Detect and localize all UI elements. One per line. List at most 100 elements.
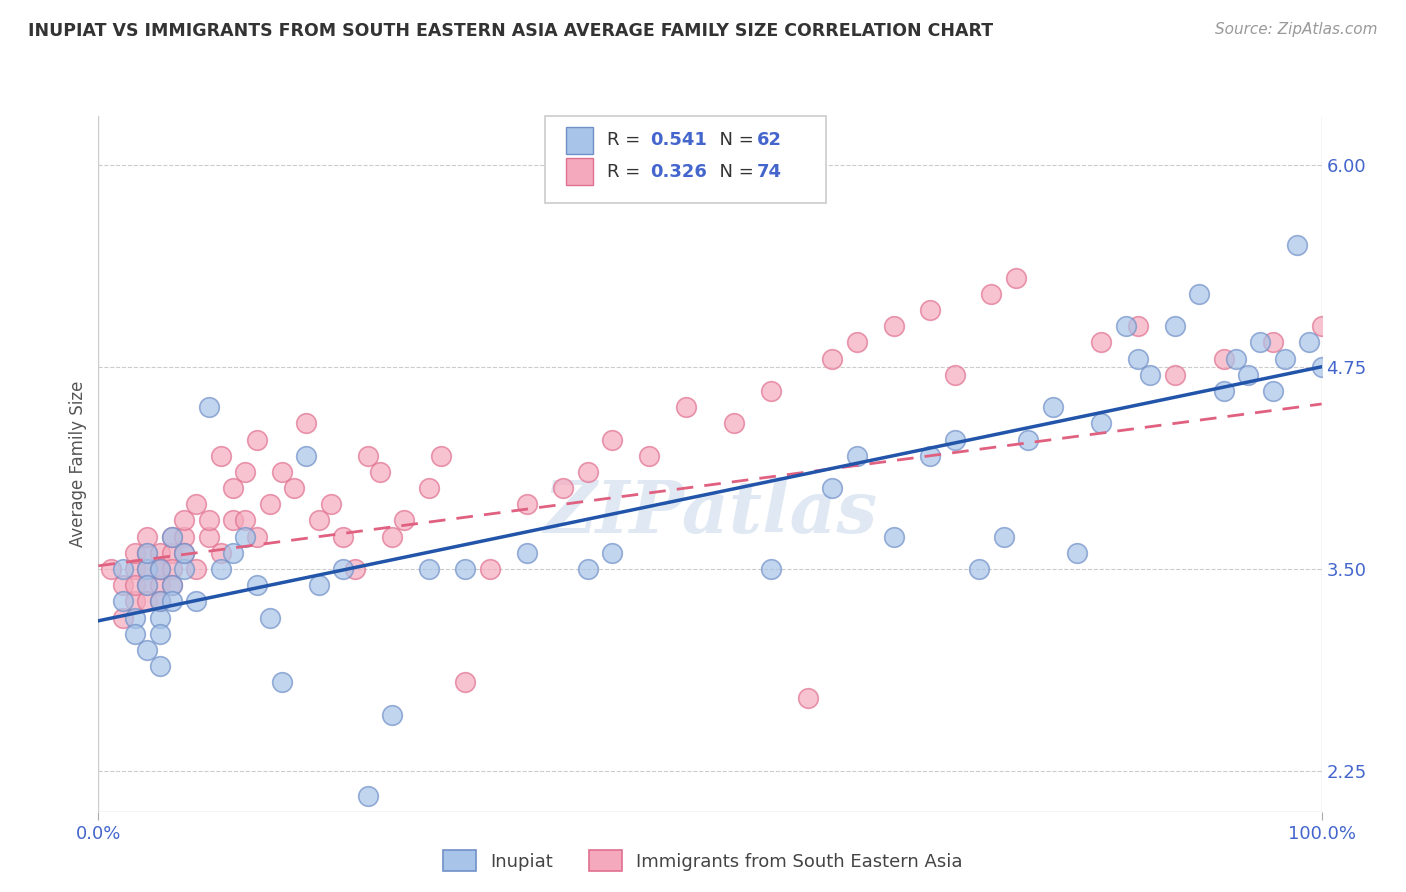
Text: 62: 62 bbox=[756, 131, 782, 149]
Point bbox=[222, 481, 245, 495]
Point bbox=[124, 578, 146, 592]
Point bbox=[136, 643, 159, 657]
Point bbox=[430, 449, 453, 463]
Point bbox=[124, 562, 146, 576]
Point bbox=[1164, 319, 1187, 334]
Point bbox=[600, 433, 623, 447]
Point bbox=[160, 578, 183, 592]
Point bbox=[980, 287, 1002, 301]
Point bbox=[1286, 238, 1309, 252]
Point bbox=[173, 530, 195, 544]
Point bbox=[246, 433, 269, 447]
Point bbox=[1261, 384, 1284, 398]
Point bbox=[356, 449, 378, 463]
Point bbox=[675, 401, 697, 415]
Point bbox=[515, 497, 537, 511]
Point bbox=[283, 481, 305, 495]
Point bbox=[186, 594, 208, 608]
Point bbox=[920, 303, 942, 318]
Point bbox=[270, 465, 294, 479]
Point bbox=[332, 562, 354, 576]
Point bbox=[1310, 359, 1333, 374]
Point bbox=[381, 707, 404, 722]
Text: N =: N = bbox=[707, 162, 759, 180]
Point bbox=[993, 530, 1015, 544]
Point bbox=[1212, 384, 1234, 398]
Point bbox=[515, 546, 537, 560]
Point bbox=[319, 497, 342, 511]
Point bbox=[638, 449, 661, 463]
Point bbox=[124, 594, 146, 608]
Point bbox=[1310, 319, 1333, 334]
Text: 0.326: 0.326 bbox=[650, 162, 707, 180]
Point bbox=[1188, 287, 1211, 301]
Point bbox=[418, 562, 440, 576]
Point bbox=[821, 351, 844, 366]
Point bbox=[197, 401, 219, 415]
Point bbox=[356, 789, 378, 803]
Point bbox=[1128, 319, 1150, 334]
Point bbox=[136, 530, 159, 544]
Point bbox=[136, 578, 159, 592]
Point bbox=[233, 465, 256, 479]
Point bbox=[845, 335, 868, 350]
Text: 0.541: 0.541 bbox=[650, 131, 707, 149]
Point bbox=[797, 691, 820, 706]
Point bbox=[883, 530, 905, 544]
Point bbox=[124, 610, 146, 624]
Point bbox=[576, 465, 599, 479]
Point bbox=[392, 513, 416, 527]
Point bbox=[173, 546, 195, 560]
Point bbox=[209, 562, 232, 576]
Point bbox=[1225, 351, 1247, 366]
Point bbox=[222, 546, 245, 560]
Point bbox=[160, 578, 183, 592]
Point bbox=[149, 562, 172, 576]
Point bbox=[381, 530, 404, 544]
Point bbox=[1128, 351, 1150, 366]
Point bbox=[1090, 335, 1112, 350]
Point bbox=[197, 530, 219, 544]
Point bbox=[149, 610, 172, 624]
Point bbox=[100, 562, 122, 576]
Point bbox=[160, 546, 183, 560]
Point bbox=[111, 578, 134, 592]
Point bbox=[1004, 270, 1026, 285]
Point bbox=[111, 594, 134, 608]
Text: N =: N = bbox=[707, 131, 759, 149]
Point bbox=[136, 578, 159, 592]
Point bbox=[149, 562, 172, 576]
Point bbox=[136, 594, 159, 608]
Text: Source: ZipAtlas.com: Source: ZipAtlas.com bbox=[1215, 22, 1378, 37]
Point bbox=[295, 449, 318, 463]
Point bbox=[160, 594, 183, 608]
Point bbox=[344, 562, 367, 576]
Point bbox=[173, 546, 195, 560]
Point bbox=[308, 513, 330, 527]
Point bbox=[454, 675, 477, 690]
Point bbox=[136, 546, 159, 560]
Point bbox=[967, 562, 990, 576]
Text: 74: 74 bbox=[756, 162, 782, 180]
Point bbox=[723, 417, 745, 431]
Point bbox=[454, 562, 477, 576]
Point bbox=[111, 610, 134, 624]
Point bbox=[332, 530, 354, 544]
Point bbox=[149, 626, 172, 640]
Point bbox=[761, 384, 783, 398]
Point bbox=[920, 449, 942, 463]
Point bbox=[1261, 335, 1284, 350]
Point bbox=[478, 562, 501, 576]
Point bbox=[943, 368, 966, 382]
Point bbox=[149, 562, 172, 576]
Point bbox=[1164, 368, 1187, 382]
Point bbox=[295, 417, 318, 431]
Point bbox=[124, 626, 146, 640]
Point bbox=[576, 562, 599, 576]
Point bbox=[553, 481, 575, 495]
Point bbox=[246, 578, 269, 592]
Point bbox=[600, 546, 623, 560]
Point bbox=[1298, 335, 1320, 350]
Bar bbox=[565, 127, 592, 153]
Point bbox=[136, 546, 159, 560]
